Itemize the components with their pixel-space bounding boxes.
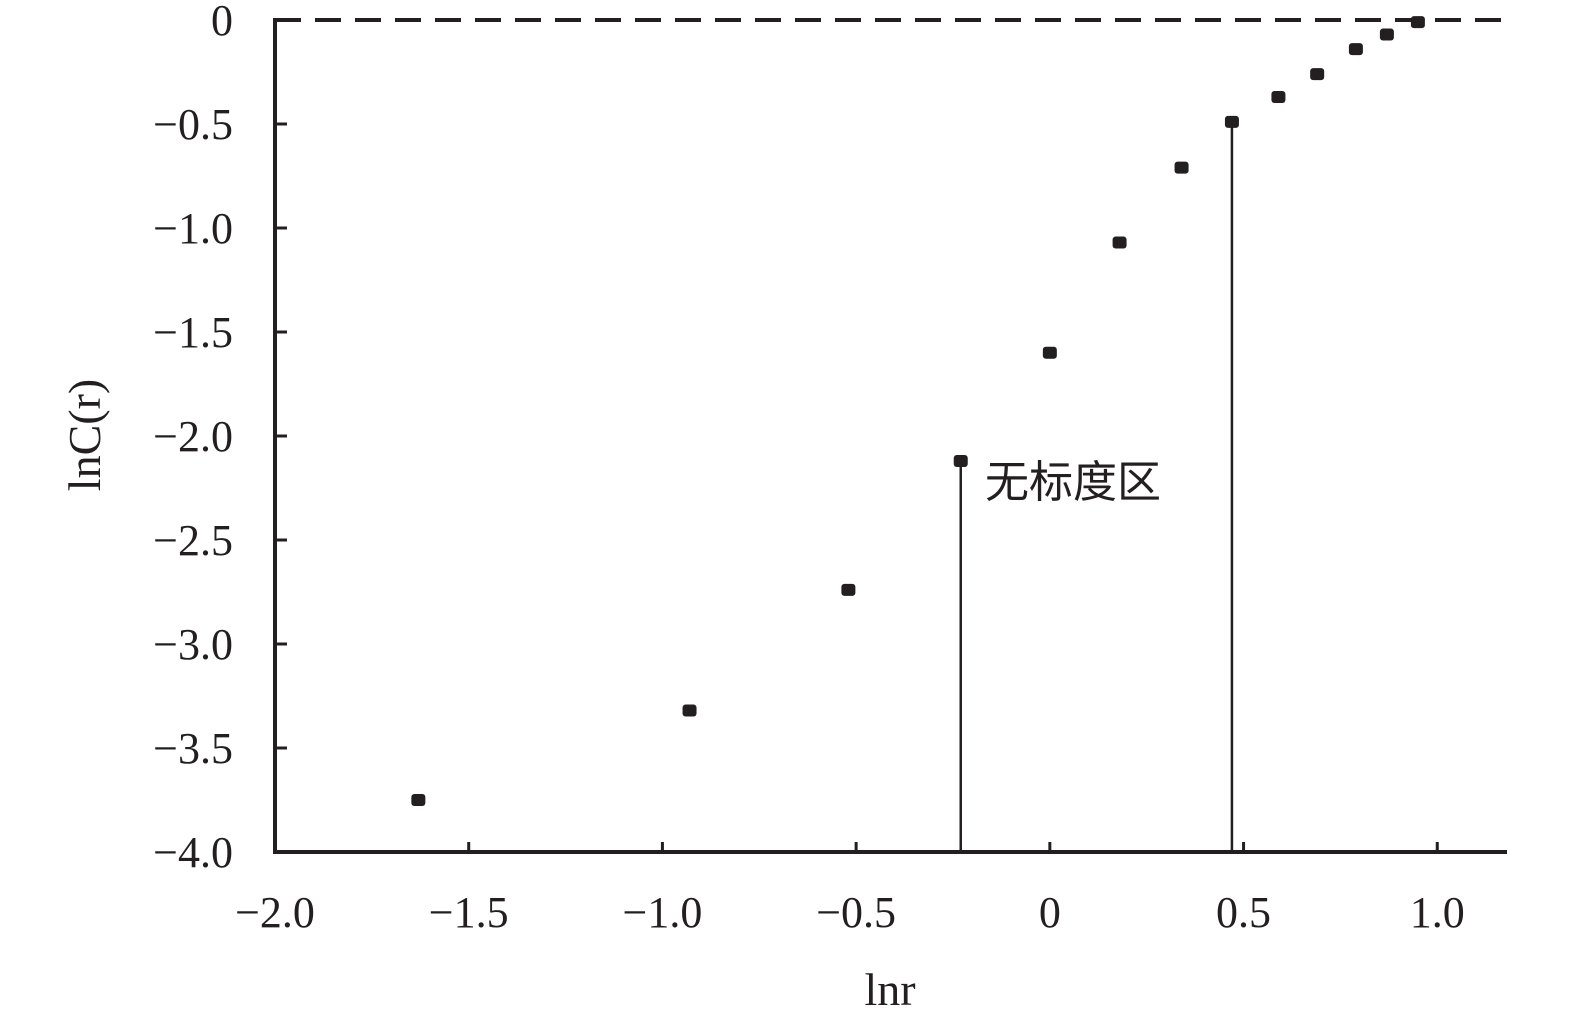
- x-axis-title: lnr: [864, 964, 915, 1013]
- data-point: [1042, 346, 1057, 359]
- data-point: [1348, 43, 1363, 56]
- y-tick-label: −4.0: [153, 828, 233, 877]
- x-tick-label: 0: [1039, 888, 1061, 937]
- data-point: [411, 794, 426, 806]
- data-point: [841, 583, 856, 596]
- y-tick-label: −1.5: [153, 308, 233, 357]
- x-tick-label: −2.0: [235, 888, 315, 937]
- data-point: [1410, 16, 1425, 29]
- x-tick-label: −1.5: [429, 888, 509, 937]
- y-tick-label: −0.5: [153, 100, 233, 149]
- y-tick-label: −3.0: [153, 620, 233, 669]
- scale-free-region-markers: [959, 125, 1234, 852]
- x-tick-label: 1.0: [1410, 888, 1465, 937]
- x-tick-label: 0.5: [1216, 888, 1271, 937]
- axes: [273, 18, 1507, 854]
- y-tick-label: −2.5: [153, 516, 233, 565]
- y-tick-label: −2.0: [153, 412, 233, 461]
- y-axis-title: lnC(r): [59, 379, 110, 491]
- data-point: [1174, 161, 1189, 174]
- y-axis-ticks: 0 −0.5 −1.0 −1.5 −2.0 −2.5 −3.0 −3.5 −4.0: [153, 0, 287, 877]
- x-axis-ticks: −2.0 −1.5 −1.0 −0.5 0 0.5 1.0: [235, 842, 1465, 937]
- y-tick-label: 0: [211, 0, 233, 45]
- data-point: [1310, 68, 1325, 81]
- x-tick-label: −1.0: [623, 888, 703, 937]
- data-points: [411, 16, 1425, 806]
- data-point: [1112, 236, 1127, 249]
- y-tick-label: −1.0: [153, 204, 233, 253]
- y-tick-label: −3.5: [153, 724, 233, 773]
- data-point: [953, 454, 968, 467]
- x-tick-label: −0.5: [816, 888, 896, 937]
- scale-free-region-label: 无标度区: [985, 457, 1161, 508]
- data-point: [682, 704, 697, 717]
- data-point: [1271, 90, 1286, 103]
- data-point: [1224, 115, 1239, 128]
- data-point: [1379, 28, 1394, 41]
